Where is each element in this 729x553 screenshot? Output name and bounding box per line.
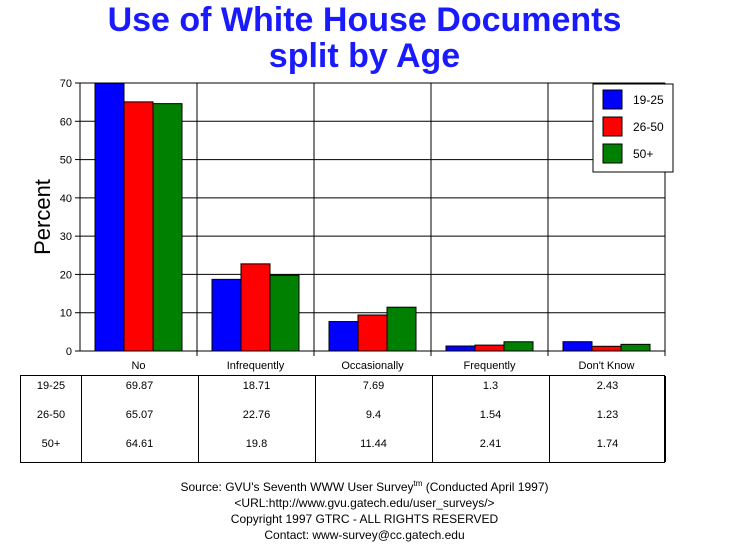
y-tick-label: 70 [60, 78, 72, 90]
y-tick-label: 20 [60, 269, 72, 281]
table-column-separator [432, 376, 433, 462]
table-cell: 1.54 [479, 409, 502, 421]
bar [474, 344, 505, 352]
y-axis-label: Percent [30, 179, 55, 255]
legend-swatch [602, 89, 623, 110]
source-suffix: (Conducted April 1997) [422, 480, 549, 494]
table-cell: 18.71 [242, 380, 271, 392]
source-trademark: tm [413, 479, 423, 488]
category-label: Don't Know [579, 360, 635, 372]
table-cell: 2.43 [596, 380, 619, 392]
bar [94, 82, 125, 352]
table-column-separator [315, 376, 316, 462]
table-cell: 1.23 [596, 409, 619, 421]
data-table: 19-25 69.87 18.71 7.69 1.3 2.43 26-50 65.07 22.7… [20, 375, 666, 463]
bar [386, 306, 417, 352]
bar [357, 314, 388, 352]
category-label: Frequently [464, 360, 516, 372]
bar [328, 321, 359, 352]
y-tick-label: 0 [66, 346, 72, 358]
legend-label: 26-50 [633, 120, 664, 134]
chart-title-line-2: split by Age [268, 37, 461, 75]
chart-title-line-1: Use of White House Documents [107, 1, 622, 39]
table-cell: 11.44 [360, 438, 387, 450]
legend-label: 50+ [633, 147, 653, 161]
table-cell: 2.41 [479, 438, 502, 450]
table-column-separator [198, 376, 199, 462]
survey-url: <URL:http://www.gvu.gatech.edu/user_surv… [234, 496, 495, 510]
legend-swatch [602, 116, 623, 137]
legend-label: 19-25 [633, 93, 664, 107]
category-label: No [131, 360, 145, 372]
table-column-separator [81, 376, 82, 462]
table-column-separator [549, 376, 550, 462]
source-line: Source: GVU's Seventh WWW User Surveytm … [0, 476, 729, 495]
bar [562, 341, 593, 352]
legend-swatch [602, 143, 623, 164]
table-row-label: 26-50 [36, 409, 66, 421]
y-tick-label: 10 [60, 308, 72, 320]
y-tick-label: 60 [60, 116, 72, 128]
table-cell: 65.07 [125, 409, 154, 421]
source-prefix: Source: GVU's Seventh WWW User Survey [180, 480, 414, 494]
bar [152, 103, 183, 352]
y-tick-label: 50 [60, 155, 72, 167]
table-cell: 19.8 [245, 438, 268, 450]
table-cell: 1.3 [482, 380, 499, 392]
category-label: Occasionally [341, 360, 404, 372]
table-cell: 22.76 [242, 409, 271, 421]
bar [503, 341, 534, 352]
table-column-separator [665, 376, 666, 462]
category-label: Infrequently [227, 360, 285, 372]
table-cell: 69.87 [125, 380, 154, 392]
y-tick-label: 30 [60, 231, 72, 243]
bar [445, 345, 476, 352]
table-row-label: 19-25 [36, 380, 66, 392]
bar [620, 343, 651, 352]
table-cell: 1.74 [596, 438, 619, 450]
footer: Source: GVU's Seventh WWW User Surveytm … [0, 476, 729, 543]
table-cell: 64.61 [125, 438, 154, 450]
table-row-label: 50+ [41, 438, 61, 450]
bar [591, 345, 622, 352]
bar [211, 278, 242, 352]
bar [123, 101, 154, 352]
table-cell: 9.4 [365, 409, 382, 421]
contact-line: Contact: www-survey@cc.gatech.edu [264, 528, 465, 542]
bar [269, 274, 300, 352]
copyright-line: Copyright 1997 GTRC - ALL RIGHTS RESERVE… [230, 512, 499, 526]
bar [240, 263, 271, 352]
table-cell: 7.69 [362, 380, 385, 392]
y-tick-label: 40 [60, 193, 72, 205]
